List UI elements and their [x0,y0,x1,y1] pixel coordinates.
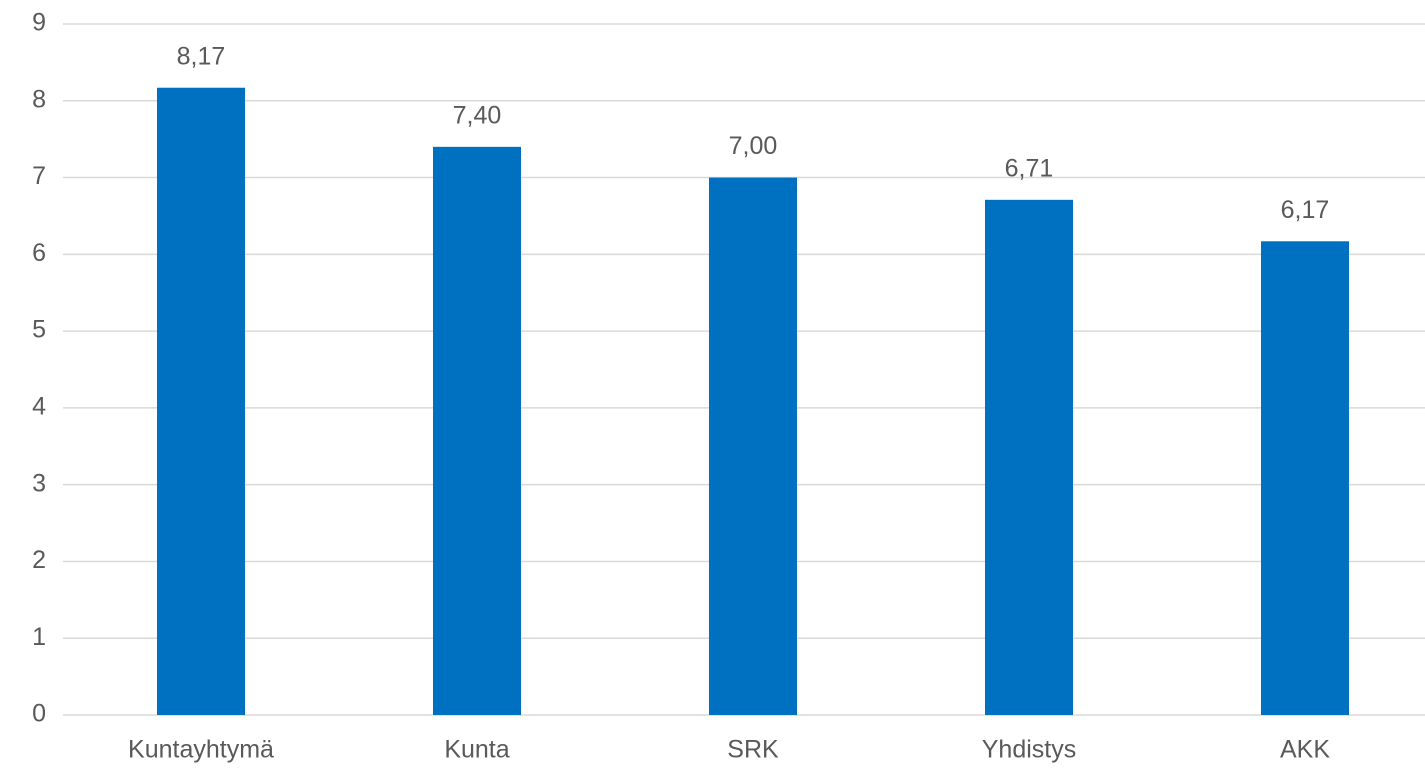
value-label: 7,40 [453,101,502,129]
y-tick-label: 5 [32,316,46,344]
y-tick-label: 8 [32,85,46,113]
y-tick-label: 7 [32,162,46,190]
bar [985,199,1073,715]
value-label: 6,71 [1005,154,1054,182]
y-tick-label: 2 [32,546,46,574]
y-tick-label: 0 [32,700,46,728]
y-tick-label: 4 [32,392,46,420]
value-label: 6,17 [1281,196,1330,224]
x-tick-label: Kuntayhtymä [128,736,274,764]
y-tick-label: 3 [32,469,46,497]
y-tick-label: 9 [32,9,46,37]
y-tick-label: 1 [32,623,46,651]
x-tick-label: SRK [727,736,779,764]
bar [433,146,521,715]
value-label: 8,17 [177,42,226,70]
bar [709,177,797,716]
value-label: 7,00 [729,132,778,160]
y-tick-label: 6 [32,239,46,267]
x-tick-label: Yhdistys [982,736,1076,764]
bar [1261,241,1349,715]
x-tick-label: AKK [1280,736,1330,764]
bar [157,87,245,715]
x-tick-label: Kunta [444,736,509,764]
